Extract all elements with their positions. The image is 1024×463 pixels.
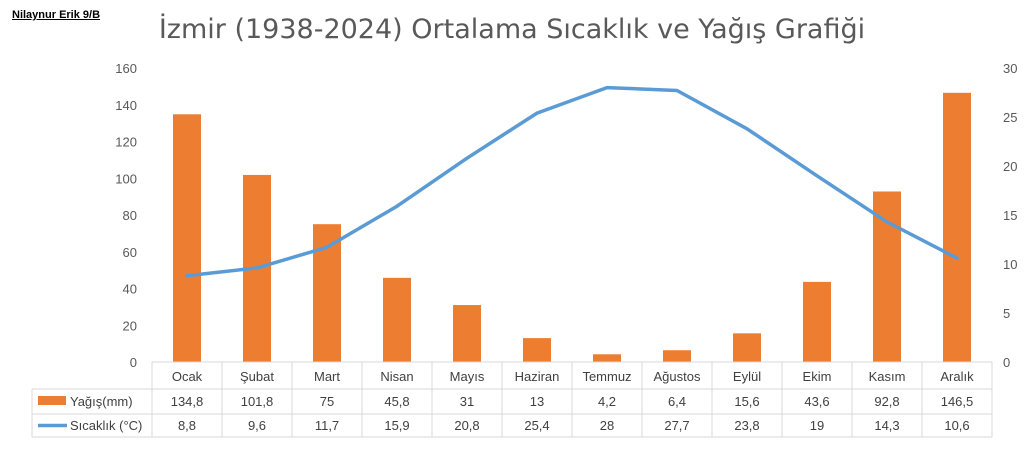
- category-label: Kasım: [869, 369, 906, 384]
- left-axis-tick-label: 80: [123, 208, 137, 223]
- temperature-value-label: 19: [810, 418, 824, 433]
- category-label: Haziran: [515, 369, 560, 384]
- precipitation-bar: [383, 277, 411, 362]
- temperature-value-label: 10,6: [944, 418, 969, 433]
- category-label: Aralık: [940, 369, 974, 384]
- right-axis-tick-label: 30: [1003, 61, 1017, 76]
- precipitation-value-label: 4,2: [598, 394, 616, 409]
- category-label: Mayıs: [450, 369, 485, 384]
- right-axis-tick-label: 15: [1003, 208, 1017, 223]
- precipitation-bar: [313, 224, 341, 362]
- precipitation-value-label: 43,6: [804, 394, 829, 409]
- precipitation-series-label: Yağış(mm): [70, 394, 133, 409]
- temperature-series-label: Sıcaklık (°C): [70, 418, 142, 433]
- precipitation-bar: [733, 333, 761, 362]
- precipitation-bar: [523, 338, 551, 362]
- right-axis-tick-label: 20: [1003, 159, 1017, 174]
- precipitation-value-label: 101,8: [241, 394, 274, 409]
- category-label: Temmuz: [582, 369, 631, 384]
- left-axis-tick-label: 160: [115, 61, 137, 76]
- precipitation-value-label: 134,8: [171, 394, 204, 409]
- temperature-value-label: 15,9: [384, 418, 409, 433]
- precipitation-value-label: 6,4: [668, 394, 686, 409]
- left-axis-tick-label: 60: [123, 245, 137, 260]
- precipitation-value-label: 146,5: [941, 394, 974, 409]
- chart-title: İzmir (1938-2024) Ortalama Sıcaklık ve Y…: [158, 14, 866, 45]
- right-axis-tick-label: 10: [1003, 257, 1017, 272]
- temperature-value-label: 25,4: [524, 418, 549, 433]
- left-axis-tick-label: 100: [115, 171, 137, 186]
- precipitation-bar: [453, 305, 481, 362]
- category-label: Ekim: [803, 369, 832, 384]
- precipitation-bar: [593, 354, 621, 362]
- precipitation-value-label: 92,8: [874, 394, 899, 409]
- temperature-line: [185, 85, 959, 278]
- temperature-value-label: 27,7: [664, 418, 689, 433]
- precipitation-value-label: 75: [320, 394, 334, 409]
- category-label: Ağustos: [654, 369, 701, 384]
- right-axis-tick-label: 0: [1003, 355, 1010, 370]
- temperature-value-label: 9,6: [248, 418, 266, 433]
- left-axis-tick-label: 20: [123, 318, 137, 333]
- precipitation-legend-key: [38, 396, 66, 405]
- left-axis-tick-label: 40: [123, 282, 137, 297]
- precipitation-value-label: 31: [460, 394, 474, 409]
- category-label: Ocak: [172, 369, 203, 384]
- author-label: Nilaynur Erik 9/B: [12, 9, 101, 21]
- left-axis-tick-label: 120: [115, 135, 137, 150]
- right-axis-tick-label: 25: [1003, 110, 1017, 125]
- temperature-value-label: 8,8: [178, 418, 196, 433]
- precipitation-value-label: 15,6: [734, 394, 759, 409]
- temperature-value-label: 14,3: [874, 418, 899, 433]
- left-axis-tick-label: 0: [130, 355, 137, 370]
- precipitation-bar: [803, 281, 831, 362]
- right-axis-tick-label: 5: [1003, 306, 1010, 321]
- temperature-value-label: 20,8: [454, 418, 479, 433]
- category-label: Mart: [314, 369, 340, 384]
- precipitation-bar: [663, 350, 691, 362]
- temperature-value-label: 11,7: [315, 418, 339, 433]
- precipitation-value-label: 45,8: [384, 394, 409, 409]
- precipitation-value-label: 13: [530, 394, 544, 409]
- left-axis-tick-label: 140: [115, 98, 137, 113]
- temperature-value-label: 23,8: [734, 418, 759, 433]
- precipitation-bar: [943, 92, 971, 363]
- category-label: Şubat: [240, 369, 274, 384]
- category-label: Eylül: [733, 369, 761, 384]
- precipitation-bar: [173, 114, 201, 363]
- category-label: Nisan: [380, 369, 413, 384]
- temperature-value-label: 28: [600, 418, 614, 433]
